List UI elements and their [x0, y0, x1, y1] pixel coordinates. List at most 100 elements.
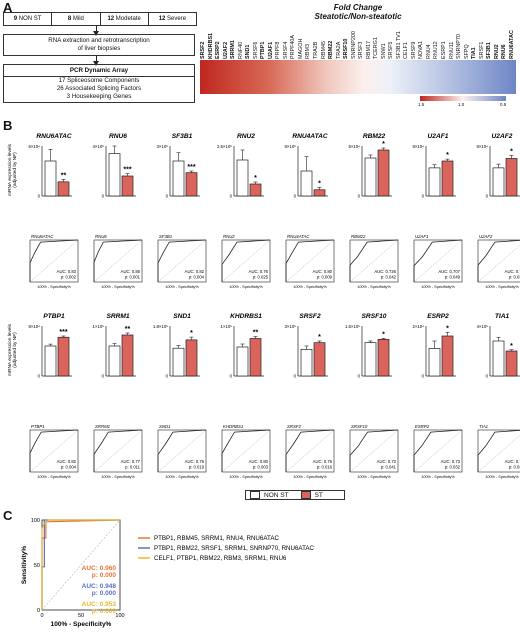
roc-curve	[477, 240, 520, 282]
roc-x-label: 100% - Specificity%	[101, 285, 135, 289]
significance-stars: *	[318, 180, 321, 187]
roc-diagonal	[349, 239, 399, 283]
y-tick-top: 4×10⁵	[93, 144, 105, 149]
gene-label: SNRNP70	[456, 34, 463, 59]
roc-p-label: p: 0.011	[125, 465, 140, 470]
y-tick-top: 8×10⁴	[476, 144, 488, 149]
bar-st	[249, 183, 262, 197]
significance-stars: **	[61, 172, 67, 179]
scale-label-high: 1.5	[418, 102, 425, 107]
y-tick-top: 1×10⁵	[221, 324, 233, 329]
y-tick-zero: 0	[294, 374, 297, 379]
gene-label: RBM45	[320, 41, 327, 59]
gene-label: CELF1	[403, 42, 410, 59]
y-tick-zero: 0	[422, 374, 425, 379]
roc-title: SF3B1	[159, 234, 173, 239]
bar-non-st	[236, 159, 249, 197]
panel-b-label: B	[3, 118, 13, 133]
gene-label: TIA1	[471, 47, 478, 59]
y-axis-label: Sensitivity%	[21, 546, 28, 585]
x-tick: 50	[78, 613, 84, 619]
roc-x-label: 100% - Specificity%	[485, 475, 519, 479]
roc-title: SRRM1	[95, 424, 111, 429]
roc-auc-3: AUC: 0.953	[82, 601, 117, 608]
gene-label: RNU12	[433, 41, 440, 59]
roc-title: RBM22	[351, 234, 366, 239]
gene-label: ESRP2	[215, 41, 222, 59]
bar-non-st	[364, 157, 377, 197]
y-tick-zero: 0	[166, 374, 169, 379]
roc-frame	[93, 239, 143, 283]
roc-title: RNU6	[95, 234, 107, 239]
y-tick-top: 2.5×10⁵	[217, 144, 232, 149]
roc-p-label: p: 0.001	[125, 275, 141, 280]
y-tick-top: 8×10⁴	[412, 144, 424, 149]
roc-curve	[157, 239, 207, 282]
bar-chart-title: SND1	[173, 313, 191, 320]
y-tick-top: 3×10⁵	[285, 324, 297, 329]
roc-title: RNU2	[223, 234, 235, 239]
bar-st	[377, 338, 390, 377]
roc-p-label: p: 0.004	[189, 275, 205, 280]
y-tick-top: 1×10⁵	[93, 324, 105, 329]
roc-curve-3	[41, 519, 120, 610]
cohort-bar: 9 NON ST 8 Mild 12 Modetate 12 Severe	[3, 12, 197, 26]
roc-frame	[477, 239, 520, 283]
roc-curve	[285, 239, 335, 282]
significance-stars: *	[382, 141, 385, 148]
roc-auc-1: AUC: 0.960	[82, 565, 117, 572]
roc-curve	[413, 429, 463, 472]
scale-label-mid: 1.0	[458, 102, 465, 107]
bar-chart-title: RBM22	[363, 133, 386, 140]
significance-stars: *	[446, 325, 449, 332]
roc-x-label: 100% - Specificity%	[229, 285, 263, 289]
roc-title: SND1	[159, 424, 171, 429]
y-axis-label: mRNA expression levels(adjusted by NF)	[7, 323, 18, 376]
roc-p-label: p: 0.019	[189, 465, 205, 470]
heatmap-gene-labels: SRSF2 KHDRBS1 ESRP2 U2AF2 SRRM1 RNF40 SND1 SRSF…	[200, 21, 516, 59]
scale-label-low: 0.5	[500, 102, 507, 107]
y-tick-zero: 0	[358, 374, 361, 379]
y-axis-label-line1: mRNA expression levels	[7, 323, 13, 376]
roc-x-label: 100% - Specificity%	[165, 285, 199, 289]
y-tick-zero: 0	[486, 194, 489, 199]
roc-p-label: p: 0.009	[317, 275, 333, 280]
y-tick-top: 8×10⁴	[28, 324, 40, 329]
bar-st	[313, 189, 326, 197]
bar-non-st	[428, 167, 441, 197]
bar-non-st	[492, 167, 505, 197]
significance-stars: ***	[59, 329, 67, 336]
roc-curve	[221, 239, 271, 282]
roc-title: U2AF2	[479, 234, 493, 239]
flow-arrow	[93, 55, 99, 66]
gene-label: TCERG1	[373, 37, 380, 59]
y-axis-label: mRNA expression levels(adjusted by NF)	[7, 143, 18, 196]
gene-label: SF3B1	[486, 42, 493, 59]
roc-x-label: 100% - Specificity%	[357, 475, 391, 479]
pcr-title-box: PCR Dynamic Array	[3, 64, 195, 77]
legend-swatch-non-st	[250, 491, 260, 499]
y-tick-top: 3×10⁵	[157, 144, 169, 149]
bar-st	[121, 175, 134, 197]
y-tick-zero: 0	[102, 374, 105, 379]
significance-stars: ***	[187, 164, 195, 171]
significance-stars: *	[510, 343, 513, 350]
gene-label: SND1	[245, 44, 252, 59]
bar-chart-title: KHDRBS1	[230, 313, 262, 320]
roc-x-label: 100% - Specificity%	[293, 285, 327, 289]
bar-st	[377, 149, 390, 197]
roc-auc-label: AUC: 0.76	[313, 459, 333, 464]
significance-stars: *	[254, 175, 257, 182]
bar-st	[57, 336, 70, 377]
heatmap-title: Fold Change Steatotic/Non-steatotic	[200, 3, 516, 21]
roc-curve	[349, 429, 399, 472]
y-tick-top: 5×10⁴	[348, 144, 360, 149]
significance-stars: **	[125, 326, 131, 333]
y-tick: 50	[34, 563, 40, 569]
legend-label-3: CELF1, PTBP1, RBM22, RBM3, SRRM1, RNU6	[154, 555, 287, 562]
roc-auc-label: AUC: 0.726	[374, 269, 396, 274]
y-axis-label-line1: mRNA expression levels	[7, 143, 13, 196]
cohort-group-3: 12 Severe	[158, 16, 187, 22]
y-tick-top: 2×10⁴	[412, 324, 424, 329]
